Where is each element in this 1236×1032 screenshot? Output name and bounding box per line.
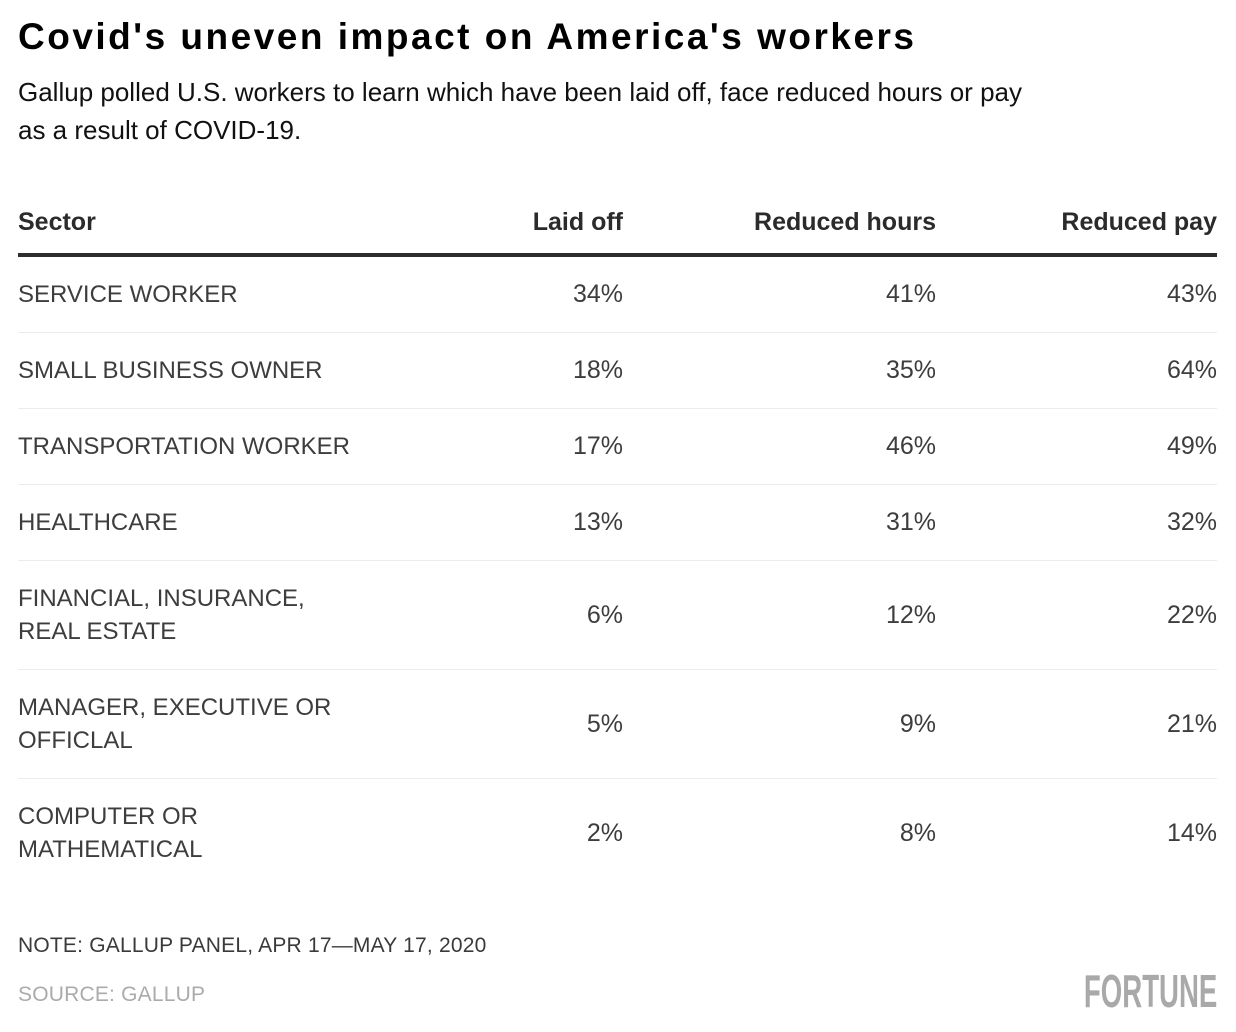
table-row: SMALL BUSINESS OWNER 18% 35% 64%	[18, 333, 1217, 409]
reduced-pay-cell: 43%	[1166, 280, 1217, 308]
subtitle-line-1: Gallup polled U.S. workers to learn whic…	[18, 77, 1022, 107]
subtitle-line-2: as a result of COVID-19.	[18, 115, 302, 145]
sector-cell: TRANSPORTATION WORKER	[18, 433, 351, 460]
reduced-hours-cell: 35%	[885, 356, 936, 384]
reduced-pay-cell: 32%	[1166, 508, 1217, 536]
column-header-sector: Sector	[18, 207, 96, 236]
reduced-hours-cell: 41%	[885, 280, 936, 308]
reduced-hours-cell: 8%	[899, 818, 936, 847]
footer-row: SOURCE: GALLUP FORTUNE	[18, 965, 1217, 1017]
reduced-pay-cell: 21%	[1166, 709, 1217, 738]
table-row: SERVICE WORKER 34% 41% 43%	[18, 257, 1217, 333]
sector-cell: SMALL BUSINESS OWNER	[18, 357, 323, 384]
page-subtitle: Gallup polled U.S. workers to learn whic…	[18, 73, 1217, 149]
table-body: SERVICE WORKER 34% 41% 43% SMALL BUSINES…	[18, 257, 1217, 887]
reduced-hours-cell: 9%	[899, 709, 936, 738]
laid-off-cell: 2%	[586, 818, 623, 847]
laid-off-cell: 18%	[572, 356, 623, 384]
table-row: FINANCIAL, INSURANCE, REAL ESTATE 6% 12%…	[18, 561, 1217, 670]
reduced-hours-cell: 46%	[885, 432, 936, 460]
data-table: Sector Laid off Reduced hours Reduced pa…	[18, 191, 1217, 887]
table-row: HEALTHCARE 13% 31% 32%	[18, 485, 1217, 561]
column-header-laid-off: Laid off	[532, 207, 623, 236]
laid-off-cell: 13%	[572, 508, 623, 536]
laid-off-cell: 34%	[572, 280, 623, 308]
sector-cell: HEALTHCARE	[18, 509, 178, 536]
sector-cell: MANAGER, EXECUTIVE OR OFFICLAL	[18, 694, 332, 754]
sector-cell: FINANCIAL, INSURANCE, REAL ESTATE	[18, 585, 305, 645]
laid-off-cell: 5%	[586, 709, 623, 738]
table-row: TRANSPORTATION WORKER 17% 46% 49%	[18, 409, 1217, 485]
reduced-hours-cell: 12%	[885, 600, 936, 629]
sector-cell: SERVICE WORKER	[18, 281, 238, 308]
table-header-row: Sector Laid off Reduced hours Reduced pa…	[18, 191, 1217, 257]
reduced-pay-cell: 14%	[1166, 818, 1217, 847]
reduced-hours-cell: 31%	[885, 508, 936, 536]
note-text: NOTE: GALLUP PANEL, APR 17—MAY 17, 2020	[18, 934, 487, 957]
column-header-reduced-pay: Reduced pay	[1061, 207, 1217, 236]
reduced-pay-cell: 64%	[1166, 356, 1217, 384]
laid-off-cell: 6%	[586, 600, 623, 629]
table-row: MANAGER, EXECUTIVE OR OFFICLAL 5% 9% 21%	[18, 670, 1217, 779]
page-title: Covid's uneven impact on America's worke…	[18, 16, 917, 57]
fortune-logo: FORTUNE	[1083, 965, 1217, 1017]
column-header-reduced-hours: Reduced hours	[754, 207, 936, 236]
table-row: COMPUTER OR MATHEMATICAL 2% 8% 14%	[18, 779, 1217, 887]
reduced-pay-cell: 49%	[1166, 432, 1217, 460]
source-text: SOURCE: GALLUP	[18, 983, 206, 1006]
laid-off-cell: 17%	[572, 432, 623, 460]
reduced-pay-cell: 22%	[1166, 600, 1217, 629]
sector-cell: COMPUTER OR MATHEMATICAL	[18, 803, 203, 863]
